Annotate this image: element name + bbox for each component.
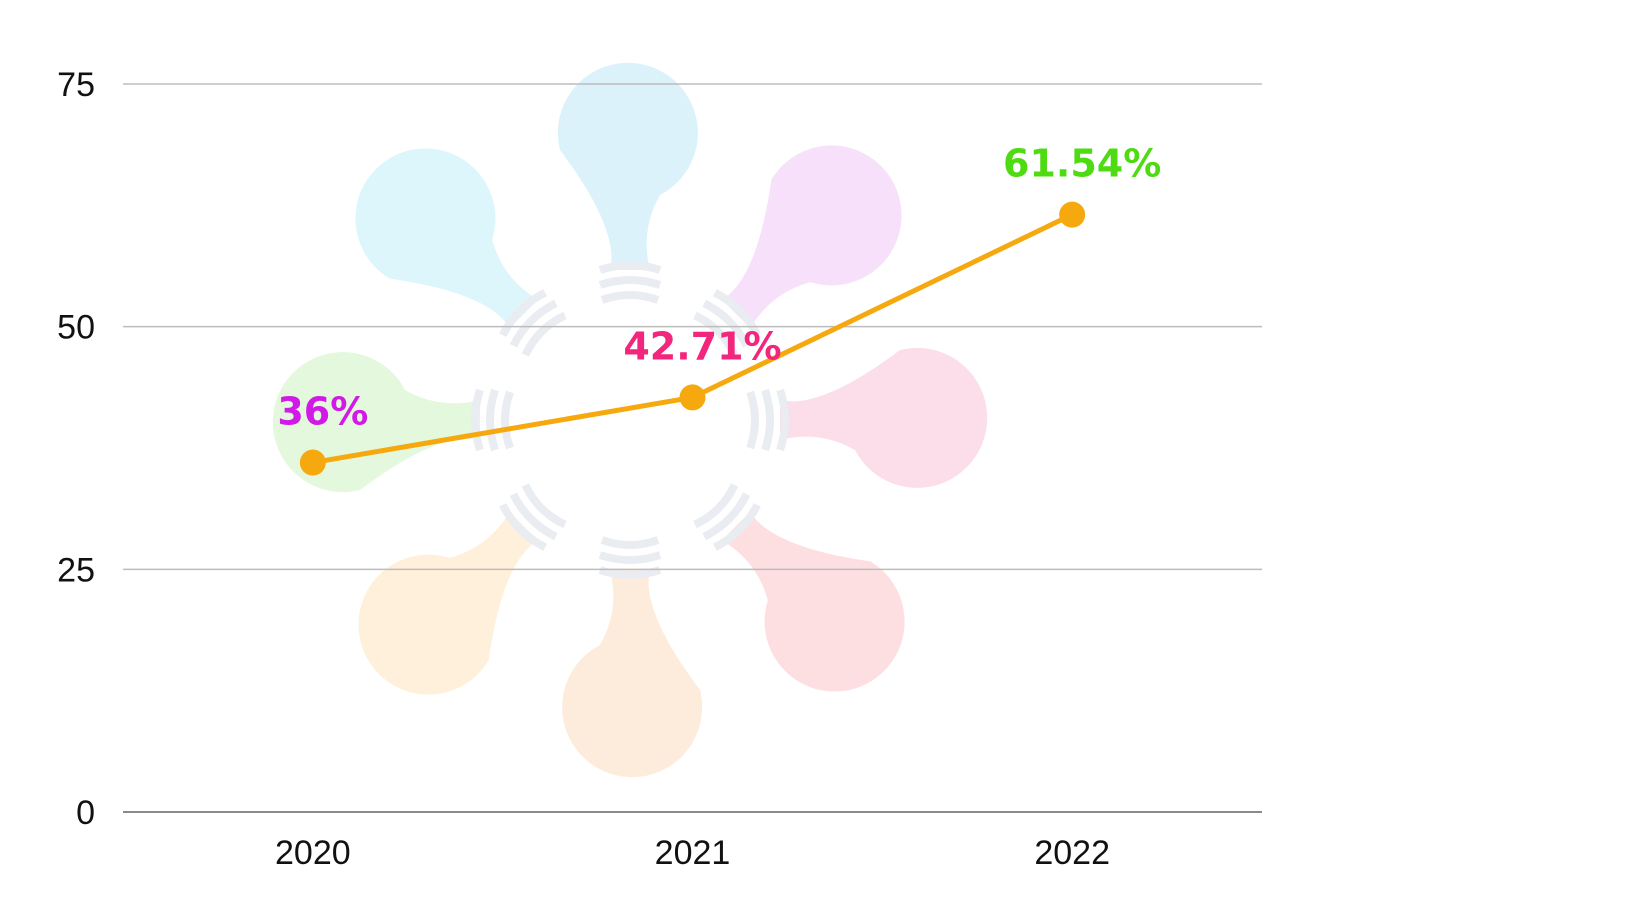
data-label-2020: 36% (277, 390, 368, 434)
data-point-2022 (1059, 201, 1086, 228)
data-point-2020 (299, 449, 326, 476)
data-label-2022: 61.54% (1003, 142, 1161, 186)
y-axis-ticks: 0 25 50 75 (57, 66, 95, 832)
watermark-logo (272, 62, 988, 778)
y-tick-label: 75 (57, 66, 95, 104)
y-tick-label: 0 (76, 794, 95, 832)
x-axis-ticks: 2020 2021 2022 (275, 834, 1110, 872)
gridlines (123, 83, 1262, 813)
data-point-2021 (679, 384, 706, 411)
data-labels: 36% 42.71% 61.54% (277, 142, 1161, 434)
x-tick-label: 2022 (1034, 834, 1110, 872)
y-tick-label: 50 (57, 309, 95, 347)
data-label-2021: 42.71% (623, 324, 781, 368)
y-tick-label: 25 (57, 551, 95, 589)
data-points (299, 201, 1086, 476)
x-tick-label: 2021 (655, 834, 731, 872)
x-tick-label: 2020 (275, 834, 351, 872)
